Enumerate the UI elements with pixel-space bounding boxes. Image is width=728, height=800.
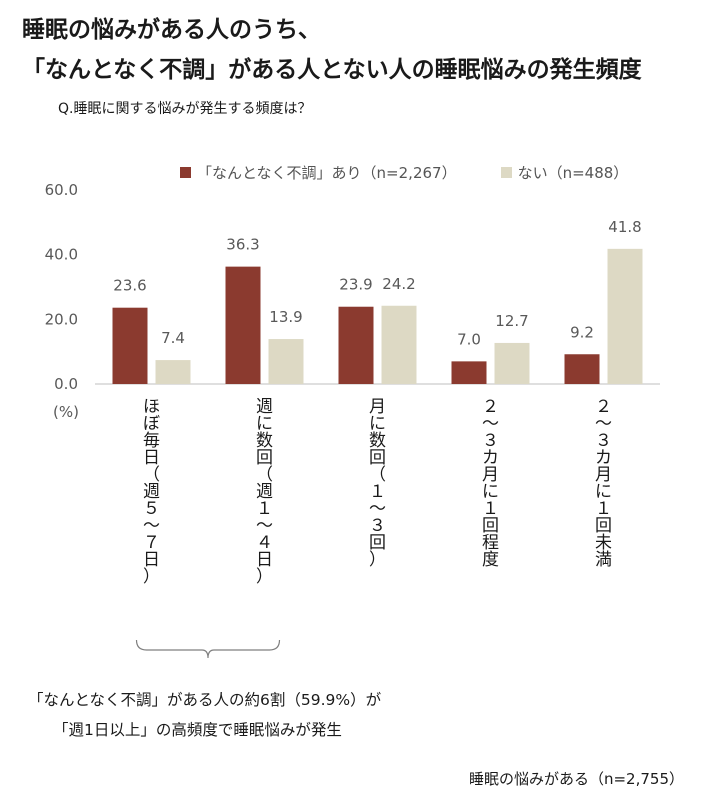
category-label-char: １ xyxy=(369,482,386,502)
sample-size-note: 睡眠の悩みがある（n=2,755） xyxy=(468,770,684,788)
data-label: 7.4 xyxy=(161,329,185,347)
bar-series-b xyxy=(607,248,643,384)
category-label-char: カ xyxy=(482,448,499,468)
bar-series-a xyxy=(225,266,261,384)
category-label-char: ～ xyxy=(369,499,386,519)
legend-label-series-a: 「なんとなく不調」あり（n=2,267） xyxy=(197,164,457,182)
category-label-char: ぼ xyxy=(143,414,160,434)
category-label-char: ） xyxy=(369,550,386,570)
bar-series-a xyxy=(338,306,374,384)
category-label-char: 未 xyxy=(595,533,612,553)
callout-note-line1: 「なんとなく不調」がある人の約6割（59.9%）が xyxy=(28,691,382,709)
category-label-char: ２ xyxy=(595,397,612,417)
category-label-char: ３ xyxy=(482,431,499,451)
category-label-char: 毎 xyxy=(143,431,160,451)
category-label-char: 月 xyxy=(482,465,499,485)
category-label-char: 週 xyxy=(256,397,273,417)
category-label-char: 月 xyxy=(369,397,386,417)
category-label-char: 数 xyxy=(369,431,386,451)
bar-series-b xyxy=(381,305,417,384)
bar-series-b xyxy=(268,339,304,384)
category-label-char: 日 xyxy=(256,550,273,570)
survey-question: Q.睡眠に関する悩みが発生する頻度は？ xyxy=(58,101,312,117)
category-label-char: ） xyxy=(256,567,273,587)
data-label: 7.0 xyxy=(457,330,481,348)
data-label: 23.6 xyxy=(113,277,146,295)
data-label: 12.7 xyxy=(495,312,528,330)
legend-label-series-b: ない（n=488） xyxy=(517,164,629,182)
bar-series-b xyxy=(494,342,530,384)
callout-note-line2: 「週1日以上」の高頻度で睡眠悩みが発生 xyxy=(53,721,342,739)
legend: 「なんとなく不調」あり（n=2,267） ない（n=488） xyxy=(180,162,672,183)
category-label-char: ３ xyxy=(369,516,386,536)
category-label-char: 数 xyxy=(256,431,273,451)
category-label-char: 回 xyxy=(256,448,273,468)
category-label-char: に xyxy=(369,414,386,434)
category-label-char: ５ xyxy=(143,499,160,519)
data-label: 23.9 xyxy=(339,276,372,294)
category-label-char: （ xyxy=(143,465,160,485)
category-label-char: 週 xyxy=(256,482,273,502)
legend-item-series-a: 「なんとなく不調」あり（n=2,267） xyxy=(180,162,457,183)
category-label-char: ） xyxy=(143,567,160,587)
category-label-char: ～ xyxy=(482,414,499,434)
category-label-char: （ xyxy=(256,465,273,485)
category-label-char: ～ xyxy=(595,414,612,434)
y-tick-label: 60.0 xyxy=(45,181,78,199)
data-label: 41.8 xyxy=(608,218,641,236)
bar-series-a xyxy=(451,361,487,384)
category-label-char: 回 xyxy=(369,448,386,468)
data-label: 36.3 xyxy=(226,236,259,254)
data-label: 9.2 xyxy=(570,323,594,341)
bar-series-b xyxy=(155,360,191,384)
data-label: 13.9 xyxy=(269,308,302,326)
legend-item-series-b: ない（n=488） xyxy=(500,162,629,183)
chart-title-line2: 「なんとなく不調」がある人とない人の睡眠悩みの発生頻度 xyxy=(22,57,642,83)
bar-series-a xyxy=(112,307,148,384)
y-tick-label: 20.0 xyxy=(45,310,78,328)
category-label-char: ３ xyxy=(595,431,612,451)
highlight-bracket xyxy=(135,639,281,659)
y-tick-label: 40.0 xyxy=(45,246,78,264)
category-label-char: に xyxy=(595,482,612,502)
category-label-char: 回 xyxy=(482,516,499,536)
category-label-char: 日 xyxy=(143,448,160,468)
data-label: 24.2 xyxy=(382,275,415,293)
category-label-char: に xyxy=(256,414,273,434)
category-label-char: ４ xyxy=(256,533,273,553)
category-label-char: １ xyxy=(256,499,273,519)
legend-swatch-series-b xyxy=(500,167,512,178)
bar-series-a xyxy=(564,354,600,384)
category-label-char: 週 xyxy=(143,482,160,502)
category-label-char: ７ xyxy=(143,533,160,553)
category-label-char: 程 xyxy=(482,533,499,553)
category-label-char: 回 xyxy=(595,516,612,536)
category-label-char: ほ xyxy=(143,397,160,417)
legend-swatch-series-a xyxy=(180,167,191,178)
category-label-char: に xyxy=(482,482,499,502)
category-label-char: カ xyxy=(595,448,612,468)
category-label-char: 日 xyxy=(143,550,160,570)
category-label-char: （ xyxy=(369,465,386,485)
category-label-char: 度 xyxy=(482,550,499,570)
category-label-char: ～ xyxy=(143,516,160,536)
category-label-char: １ xyxy=(595,499,612,519)
chart-title-line1: 睡眠の悩みがある人のうち、 xyxy=(22,17,321,43)
y-axis-unit-label: (%) xyxy=(53,403,79,421)
category-label-char: １ xyxy=(482,499,499,519)
category-label-char: 月 xyxy=(595,465,612,485)
category-label-char: ２ xyxy=(482,397,499,417)
category-label-char: ～ xyxy=(256,516,273,536)
category-label-char: 回 xyxy=(369,533,386,553)
y-tick-label: 0.0 xyxy=(54,375,78,393)
category-label-char: 満 xyxy=(595,550,612,570)
